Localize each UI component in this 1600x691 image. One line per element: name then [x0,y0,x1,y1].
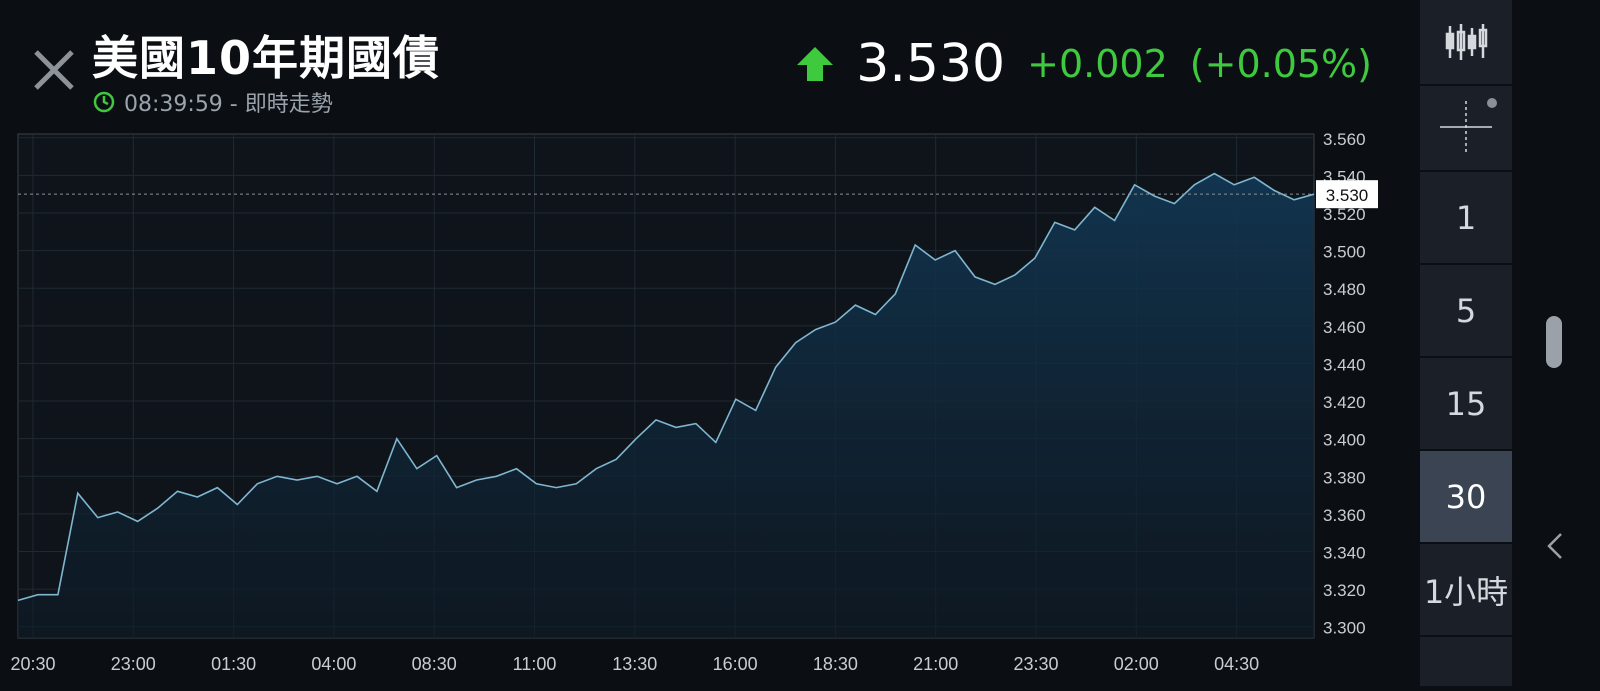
candlestick-icon [1445,24,1488,60]
interval-5-button[interactable]: 5 [1420,265,1512,358]
y-tick-label: 3.360 [1323,506,1366,525]
x-tick-label: 04:00 [311,654,356,674]
x-tick-label: 04:30 [1214,654,1259,674]
y-tick-label: 3.440 [1323,355,1366,374]
y-tick-label: 3.300 [1323,619,1366,638]
update-time: 08:39:59 [124,92,223,117]
close-button[interactable] [28,44,80,96]
current-value-marker: 3.530 [18,180,1378,209]
y-tick-label: 3.420 [1323,393,1366,412]
x-tick-label: 11:00 [513,654,557,674]
x-tick-label: 18:30 [813,654,858,674]
clock-icon [93,91,115,113]
current-price: 3.530 [856,34,1006,94]
status-text: 即時走勢 [244,92,333,117]
interval-1h-button[interactable]: 1小時 [1420,544,1512,637]
area-series [17,172,1315,638]
x-axis: 20:30 23:00 01:30 04:00 08:30 11:00 13:30 16:00… [10,654,1259,674]
x-tick-label: 01:30 [211,654,256,674]
candlestick-tool-button[interactable] [1420,0,1512,86]
interval-30-button[interactable]: 30 [1420,451,1512,544]
price-change-percent: (+0.05%) [1189,42,1372,86]
interval-15-button[interactable]: 15 [1420,358,1512,451]
update-status: 08:39:59 - 即時走勢 [92,86,333,118]
area-fill [18,173,1314,638]
crosshair-tool-button[interactable] [1420,84,1512,172]
x-tick-label: 21:00 [913,654,958,674]
time-separator: - [222,92,245,117]
header: 美國10年期國債 08:39:59 - 即時走勢 3.530 +0.002 (+… [0,0,1420,130]
x-tick-label: 16:00 [713,654,758,674]
chart-svg[interactable]: 3.5603.5403.5203.5003.4803.4603.4403.420… [0,130,1420,686]
interval-1-button[interactable]: 1 [1420,172,1512,265]
x-tick-label: 20:30 [10,654,55,674]
arrow-up-icon [797,47,834,81]
x-tick-label: 23:00 [111,654,156,674]
price-chart[interactable]: 3.560 3.540 3.520 3.500 3.480 3.460 3.440 3.420… [0,130,1420,686]
scrollbar-thumb[interactable] [1546,316,1562,368]
current-value-box [1316,180,1378,209]
x-tick-label: 08:30 [412,654,457,674]
y-tick-label: 3.340 [1323,543,1366,562]
x-tick-label: 13:30 [612,654,657,674]
y-tick-label: 3.560 [1323,130,1366,149]
y-tick-label: 3.460 [1323,318,1366,337]
x-tick-label: 02:00 [1114,654,1159,674]
series-line [17,172,1315,602]
y-tick-label: 3.320 [1323,581,1366,600]
x-tick-label: 23:30 [1013,654,1058,674]
y-tick-label: 3.480 [1323,280,1366,299]
y-tick-label: 3.380 [1323,468,1366,487]
y-tick-label: 3.400 [1323,431,1366,450]
crosshair-icon [1440,98,1497,153]
y-tick-label: 3.520 [1323,205,1366,224]
current-value-label: 3.530 [1326,186,1369,205]
interval-more-button[interactable] [1420,637,1512,686]
chevron-left-icon[interactable] [1545,530,1565,562]
close-icon [34,50,74,90]
page-title: 美國10年期國債 [92,31,441,85]
price-change: +0.002 [1027,42,1168,86]
y-axis: 3.5603.5403.5203.5003.4803.4603.4403.420… [1323,130,1366,638]
quote-summary: 3.530 +0.002 (+0.05%) [796,34,1372,94]
y-tick-label: 3.500 [1323,243,1366,262]
right-toolbar: 1 5 15 30 1小時 [1420,0,1512,686]
